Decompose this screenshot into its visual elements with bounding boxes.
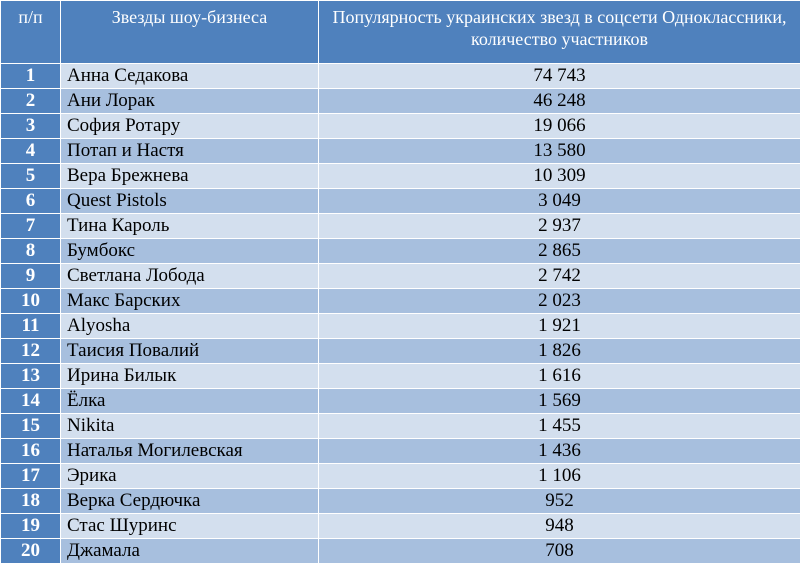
table-header: п/п Звезды шоу-бизнеса Популярность укра…	[0, 0, 800, 64]
count-cell: 1 921	[318, 313, 800, 339]
name-cell: Верка Сердючка	[60, 488, 319, 514]
table-row: 15 Nikita 1 455	[0, 413, 800, 439]
name-cell: Quest Pistols	[60, 188, 319, 214]
table-row: 5 Вера Брежнева 10 309	[0, 163, 800, 189]
count-cell: 2 937	[318, 213, 800, 239]
count-cell: 10 309	[318, 163, 800, 189]
name-cell: Ирина Билык	[60, 363, 319, 389]
count-cell: 708	[318, 538, 800, 564]
rank-cell: 8	[0, 238, 61, 264]
table-row: 6 Quest Pistols 3 049	[0, 188, 800, 214]
header-cell: Звезды шоу-бизнеса	[60, 0, 319, 64]
rank-cell: 14	[0, 388, 61, 414]
table-row: 1 Анна Седакова 74 743	[0, 63, 800, 89]
table-row: 14 Ёлка 1 569	[0, 388, 800, 414]
count-cell: 952	[318, 488, 800, 514]
table-row: 4 Потап и Настя 13 580	[0, 138, 800, 164]
header-cell: Популярность украинских звезд в соцсети …	[318, 0, 800, 64]
rank-cell: 5	[0, 163, 61, 189]
table-row: 19 Стас Шуринс 948	[0, 513, 800, 539]
name-cell: Эрика	[60, 463, 319, 489]
table-row: 11 Alyosha 1 921	[0, 313, 800, 339]
name-cell: Бумбокс	[60, 238, 319, 264]
rank-cell: 20	[0, 538, 61, 564]
header-row: п/п Звезды шоу-бизнеса Популярность укра…	[0, 0, 800, 64]
count-cell: 2 742	[318, 263, 800, 289]
rank-cell: 17	[0, 463, 61, 489]
rank-cell: 1	[0, 63, 61, 89]
count-cell: 3 049	[318, 188, 800, 214]
name-cell: Наталья Могилевская	[60, 438, 319, 464]
table-body: 1 Анна Седакова 74 743 2 Ани Лорак 46 248 3 Соф…	[0, 63, 800, 564]
name-cell: Nikita	[60, 413, 319, 439]
rank-cell: 13	[0, 363, 61, 389]
name-cell: Тина Кароль	[60, 213, 319, 239]
rank-cell: 7	[0, 213, 61, 239]
name-cell: Таисия Повалий	[60, 338, 319, 364]
header-cell: п/п	[0, 0, 61, 64]
rank-cell: 15	[0, 413, 61, 439]
table-row: 3 София Ротару 19 066	[0, 113, 800, 139]
rank-cell: 16	[0, 438, 61, 464]
name-cell: Ани Лорак	[60, 88, 319, 114]
table-row: 10 Макс Барских 2 023	[0, 288, 800, 314]
name-cell: Alyosha	[60, 313, 319, 339]
count-cell: 19 066	[318, 113, 800, 139]
name-cell: Стас Шуринс	[60, 513, 319, 539]
count-cell: 1 826	[318, 338, 800, 364]
name-cell: Потап и Настя	[60, 138, 319, 164]
count-cell: 1 436	[318, 438, 800, 464]
count-cell: 13 580	[318, 138, 800, 164]
count-cell: 2 023	[318, 288, 800, 314]
rank-cell: 11	[0, 313, 61, 339]
count-cell: 1 106	[318, 463, 800, 489]
table-row: 7 Тина Кароль 2 937	[0, 213, 800, 239]
table-row: 20 Джамала 708	[0, 538, 800, 564]
rank-cell: 10	[0, 288, 61, 314]
name-cell: Вера Брежнева	[60, 163, 319, 189]
rank-cell: 9	[0, 263, 61, 289]
count-cell: 46 248	[318, 88, 800, 114]
table-row: 8 Бумбокс 2 865	[0, 238, 800, 264]
name-cell: София Ротару	[60, 113, 319, 139]
table-row: 17 Эрика 1 106	[0, 463, 800, 489]
name-cell: Джамала	[60, 538, 319, 564]
count-cell: 1 455	[318, 413, 800, 439]
rank-cell: 2	[0, 88, 61, 114]
rank-cell: 18	[0, 488, 61, 514]
count-cell: 2 865	[318, 238, 800, 264]
name-cell: Анна Седакова	[60, 63, 319, 89]
name-cell: Ёлка	[60, 388, 319, 414]
rank-cell: 12	[0, 338, 61, 364]
count-cell: 1 569	[318, 388, 800, 414]
table-row: 12 Таисия Повалий 1 826	[0, 338, 800, 364]
table-row: 16 Наталья Могилевская 1 436	[0, 438, 800, 464]
count-cell: 948	[318, 513, 800, 539]
table-row: 9 Светлана Лобода 2 742	[0, 263, 800, 289]
popularity-table: п/п Звезды шоу-бизнеса Популярность укра…	[0, 0, 800, 564]
count-cell: 1 616	[318, 363, 800, 389]
name-cell: Светлана Лобода	[60, 263, 319, 289]
name-cell: Макс Барских	[60, 288, 319, 314]
rank-cell: 6	[0, 188, 61, 214]
count-cell: 74 743	[318, 63, 800, 89]
rank-cell: 3	[0, 113, 61, 139]
rank-cell: 19	[0, 513, 61, 539]
table-row: 18 Верка Сердючка 952	[0, 488, 800, 514]
rank-cell: 4	[0, 138, 61, 164]
table-row: 2 Ани Лорак 46 248	[0, 88, 800, 114]
table-row: 13 Ирина Билык 1 616	[0, 363, 800, 389]
